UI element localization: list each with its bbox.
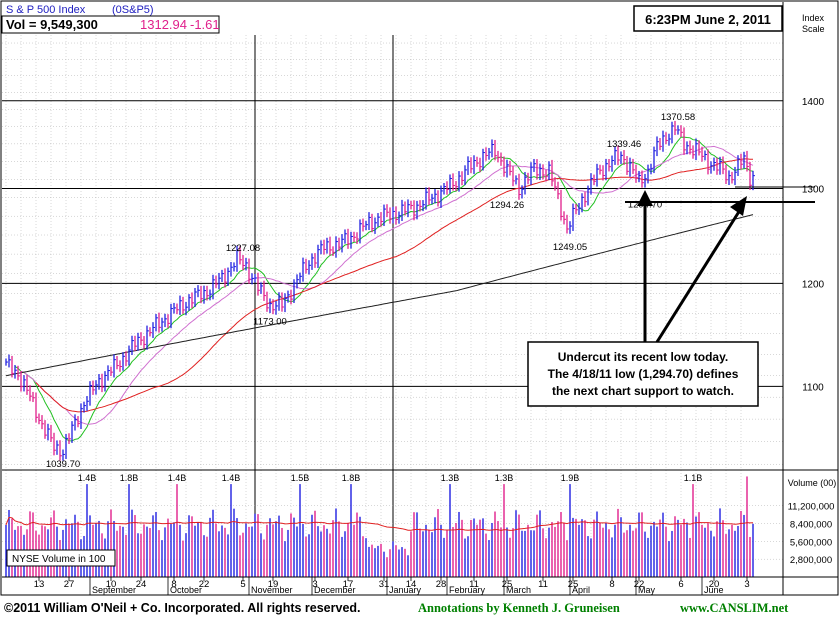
month-label: May: [638, 585, 656, 595]
month-label: June: [704, 585, 724, 595]
volume-tick-label: 5,600,000: [790, 537, 832, 548]
volume-tick-label: 11,200,000: [788, 502, 835, 513]
volume-tick-label: 2,800,000: [790, 555, 832, 566]
date-tick-label: 10: [106, 579, 117, 590]
chart-frame: [0, 0, 839, 596]
volume-tick-label: 8,400,000: [790, 520, 832, 531]
price-axis-label: Index: [802, 13, 825, 23]
month-label: March: [506, 585, 531, 595]
price-change: -1.61: [190, 17, 220, 32]
volume-label: 1.8B: [342, 473, 361, 483]
timestamp: 6:23PM June 2, 2011: [645, 12, 771, 27]
price-tick-label: 1400: [802, 97, 825, 108]
price-bars: [5, 120, 755, 461]
month-label: November: [251, 585, 293, 595]
date-tick-label: 24: [136, 579, 147, 590]
volume-label: 1.4B: [78, 473, 97, 483]
month-label: September: [92, 585, 136, 595]
price-label: 1249.05: [553, 242, 587, 253]
price-label: 1370.58: [661, 112, 695, 123]
price-label: 1227.08: [226, 243, 260, 254]
date-tick-label: 8: [171, 579, 176, 590]
ma50-line: [35, 158, 753, 413]
date-tick-label: 25: [568, 579, 579, 590]
volume-label: 1.4B: [222, 473, 241, 483]
date-tick-label: 31: [379, 579, 390, 590]
price-axis-label: Scale: [802, 24, 825, 34]
date-tick-label: 3: [744, 579, 749, 590]
month-label: December: [314, 585, 356, 595]
date-tick-label: 20: [709, 579, 720, 590]
volume-area: [5, 476, 754, 577]
date-tick-label: 11: [469, 579, 479, 590]
price-label: 1173.00: [253, 316, 287, 327]
price-value: 1312.94: [140, 17, 187, 32]
month-label: January: [389, 585, 422, 595]
index-name: S & P 500 Index: [6, 4, 86, 16]
date-tick-label: 28: [436, 579, 447, 590]
volume-axis-label: Volume (00): [788, 478, 837, 488]
volume-label: 1.3B: [441, 473, 460, 483]
date-tick-label: 3: [312, 579, 317, 590]
price-label: 1039.70: [46, 459, 80, 470]
footer-site: www.CANSLIM.net: [680, 601, 789, 615]
arrow-support-head: [637, 190, 653, 206]
date-tick-label: 6: [678, 579, 683, 590]
price-tick-label: 1100: [802, 382, 824, 393]
date-tick-label: 5: [240, 579, 245, 590]
date-tick-label: 14: [406, 579, 417, 590]
price-label: 1294.26: [490, 200, 524, 211]
price-tick-label: 1300: [802, 185, 825, 196]
arrow-undercut-head: [730, 196, 747, 216]
volume-label: 1.4B: [168, 473, 187, 483]
vol-box: [1, 15, 220, 34]
annotation-line-1: Undercut its recent low today.: [558, 350, 728, 364]
date-tick-label: 27: [64, 579, 75, 590]
volume-label: 1.1B: [684, 473, 703, 483]
volume-label: 1.3B: [495, 473, 514, 483]
date-tick-label: 25: [502, 579, 513, 590]
annotation-line-3: the next chart support to watch.: [552, 384, 734, 398]
price-tick-label: 1200: [802, 279, 825, 290]
date-tick-label: 11: [538, 579, 548, 590]
date-tick-label: 22: [199, 579, 210, 590]
date-tick-label: 19: [268, 579, 279, 590]
arrow-undercut-shaft: [655, 209, 742, 343]
symbol: (0S&P5): [112, 4, 154, 16]
date-tick-label: 8: [609, 579, 614, 590]
ma21-line: [20, 145, 754, 425]
volume-legend: NYSE Volume in 100: [12, 554, 106, 565]
month-label: February: [449, 585, 486, 595]
grid: [2, 35, 783, 577]
footer-annotation: Annotations by Kenneth J. Gruneisen: [418, 601, 620, 615]
volume-label: 1.9B: [561, 473, 580, 483]
annotation-box: [527, 341, 759, 407]
volume-ma-line: [5, 516, 754, 532]
volume-label: 1.5B: [291, 473, 310, 483]
date-tick-label: 17: [343, 579, 354, 590]
date-tick-label: 22: [634, 579, 645, 590]
month-label: October: [170, 585, 202, 595]
copyright: ©2011 William O'Neil + Co. Incorporated.…: [4, 601, 361, 615]
month-label: April: [572, 585, 590, 595]
volume-legend-box: [6, 549, 116, 567]
vol-label: Vol = 9,549,300: [6, 17, 98, 32]
ma200-line: [5, 214, 754, 377]
annotation-line-2: The 4/18/11 low (1,294.70) defines: [548, 367, 739, 381]
timestamp-box: [633, 5, 783, 32]
date-tick-label: 13: [34, 579, 45, 590]
volume-label: 1.8B: [120, 473, 139, 483]
price-label: 1339.46: [607, 139, 641, 150]
